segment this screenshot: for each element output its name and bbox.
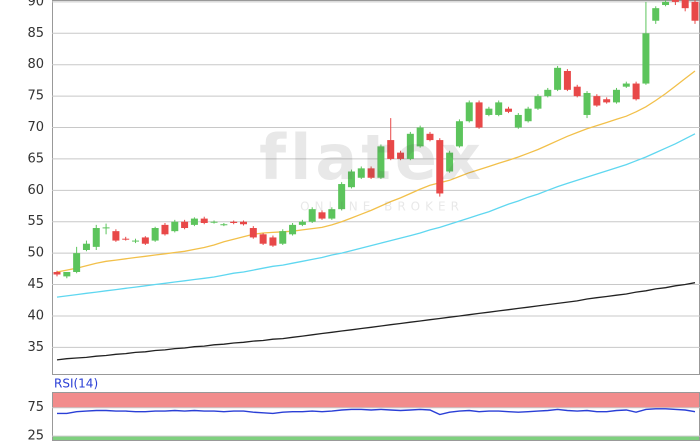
candle-body xyxy=(563,70,571,90)
candle-body xyxy=(465,102,473,122)
band xyxy=(52,392,700,408)
candle-body xyxy=(357,168,365,178)
candle-body xyxy=(53,271,61,275)
candle-body xyxy=(534,96,542,109)
candle-body xyxy=(230,221,238,223)
candle-body xyxy=(367,168,375,178)
candle-body xyxy=(642,33,650,84)
candle-body xyxy=(622,83,630,87)
candle-body xyxy=(269,237,277,246)
y-tick-label: 85 xyxy=(27,26,44,41)
candle-body xyxy=(308,209,316,222)
candle-body xyxy=(397,152,405,159)
line xyxy=(56,70,696,273)
y-tick-label: 25 xyxy=(27,429,44,441)
candle-body xyxy=(249,228,257,238)
candle-body xyxy=(220,224,228,226)
candle-body xyxy=(102,227,110,229)
candle-body xyxy=(455,121,463,147)
line xyxy=(56,282,696,361)
candle-body xyxy=(426,133,434,141)
candle-body xyxy=(132,240,140,242)
watermark: flatex ONLINE BROKER xyxy=(259,121,485,214)
candle-body xyxy=(190,218,198,225)
candle-body xyxy=(141,237,149,244)
candle-body xyxy=(436,140,444,194)
candle-body xyxy=(524,108,532,122)
candle-body xyxy=(338,184,346,210)
y-tick-label: 50 xyxy=(27,246,44,261)
candle-body xyxy=(446,152,454,172)
candle-body xyxy=(377,146,385,178)
y-tick-label: 55 xyxy=(27,214,44,229)
y-tick-label: 75 xyxy=(27,89,44,104)
candle-body xyxy=(181,221,189,229)
candle-body xyxy=(289,224,297,235)
candle-body xyxy=(161,224,169,235)
candle-body xyxy=(554,67,562,90)
y-tick-label: 40 xyxy=(27,308,44,323)
y-tick-label: 90 xyxy=(27,0,44,9)
candle-body xyxy=(151,228,159,241)
y-tick-label: 65 xyxy=(27,151,44,166)
candle-body xyxy=(259,234,267,244)
y-tick-label: 45 xyxy=(27,277,44,292)
candle-body xyxy=(122,238,130,240)
candle-body xyxy=(505,108,513,112)
candle-body xyxy=(298,221,306,225)
candle-body xyxy=(514,114,522,128)
candle-body xyxy=(603,99,611,103)
candle-body xyxy=(485,108,493,115)
y-tick-label: 60 xyxy=(27,183,44,198)
candle-body xyxy=(632,83,640,100)
candle-body xyxy=(328,209,336,219)
y-tick-label: 70 xyxy=(27,120,44,135)
candle-body xyxy=(73,253,81,272)
watermark-tagline: ONLINE BROKER xyxy=(300,200,464,214)
candle-body xyxy=(544,89,552,97)
line xyxy=(57,408,696,416)
y-tick-label: 80 xyxy=(27,57,44,72)
candle-body xyxy=(279,231,287,244)
candle-body xyxy=(387,140,395,159)
candle-body xyxy=(200,218,208,223)
band xyxy=(52,436,700,441)
candle-body xyxy=(593,96,601,106)
watermark-logo: flatex xyxy=(259,121,485,194)
candle-body xyxy=(171,221,179,232)
candle-body xyxy=(82,243,90,250)
line xyxy=(56,133,696,298)
candle-body xyxy=(318,212,326,219)
candle-body xyxy=(681,0,689,9)
candle-body xyxy=(63,271,71,277)
candle-body xyxy=(495,102,503,115)
y-tick-label: 35 xyxy=(27,340,44,355)
candle-body xyxy=(406,133,414,159)
candle-body xyxy=(612,89,620,103)
candle-body xyxy=(475,102,483,128)
candle-body xyxy=(583,92,591,115)
candle-body xyxy=(662,1,670,6)
rsi-title: RSI(14) xyxy=(54,377,98,391)
y-tick-label: 75 xyxy=(27,400,44,415)
candle-body xyxy=(416,127,424,147)
candle-body xyxy=(92,228,100,247)
candle-body xyxy=(652,8,660,21)
candle-body xyxy=(347,171,355,188)
candle-body xyxy=(239,221,247,225)
candle-body xyxy=(210,221,218,223)
candle-body xyxy=(671,0,679,2)
candle-body xyxy=(573,86,581,97)
candle-body xyxy=(112,231,120,241)
candle-body xyxy=(691,1,699,21)
